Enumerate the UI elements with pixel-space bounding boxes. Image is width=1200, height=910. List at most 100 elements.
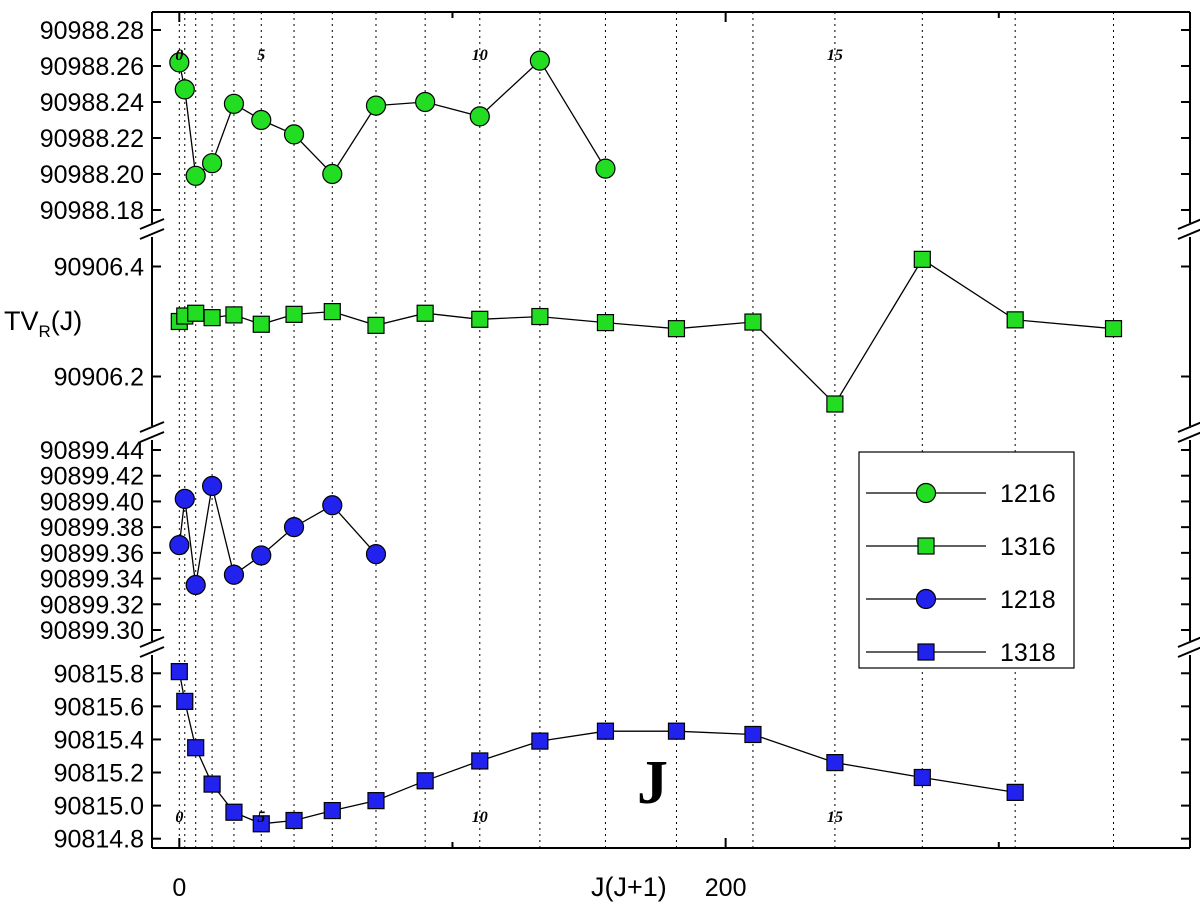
data-point-1318 [187, 739, 205, 757]
data-point-1318 [176, 692, 194, 710]
data-point-1316 [323, 303, 341, 321]
y-axis-title-suffix: (J) [51, 306, 82, 336]
legend-label: 1218 [1000, 586, 1056, 614]
series-layer [169, 50, 1123, 833]
data-point-1316 [913, 250, 931, 268]
axis-break-mark [139, 636, 165, 648]
data-point-1318 [225, 803, 243, 821]
y-tick-label-1318: 90815.8 [54, 660, 144, 688]
axis-break-mark [1177, 228, 1200, 240]
series-line-1218 [178, 485, 377, 586]
legend-marker-1316 [917, 537, 935, 555]
y-tick-label-1218: 90899.34 [40, 566, 144, 594]
y-tick-label-1218: 90899.44 [40, 437, 144, 465]
y-tick-label-1216: 90988.20 [40, 161, 144, 189]
j-bottom-label: 5 [257, 809, 265, 826]
data-point-1318 [744, 725, 762, 744]
y-tick-label-1216: 90988.22 [40, 125, 144, 153]
axis-break-mark [1177, 646, 1200, 658]
data-point-1318 [367, 792, 385, 810]
series-line-1216 [178, 59, 606, 178]
y-tick-label-1218: 90899.32 [40, 591, 144, 619]
data-point-1318 [416, 772, 434, 790]
series-1318 [170, 663, 1024, 833]
data-point-1316 [471, 310, 489, 328]
y-tick-label-1318: 90815.0 [54, 793, 144, 821]
grid-layer [178, 12, 1115, 848]
series-1218 [169, 475, 387, 596]
data-point-1316 [1006, 311, 1024, 329]
data-point-1318 [667, 722, 686, 740]
legend-marker-1218 [915, 588, 937, 610]
data-point-1218 [322, 495, 343, 516]
data-point-1316 [744, 313, 762, 331]
y-tick-label-1218: 90899.40 [40, 488, 144, 516]
x-tick-label: 200 [705, 874, 747, 902]
legend-label: 1216 [1000, 480, 1056, 508]
y-tick-label-1318: 90815.4 [54, 726, 144, 754]
data-point-1216 [174, 79, 195, 100]
data-point-1218 [185, 574, 206, 596]
data-point-1216 [595, 158, 616, 179]
axis-break-mark [139, 431, 165, 443]
data-point-1316 [667, 320, 686, 338]
legend-box [858, 451, 1075, 669]
y-tick-label-1218: 90899.30 [40, 617, 144, 645]
data-point-1218 [223, 564, 245, 585]
j-bottom-label: 0 [175, 809, 183, 826]
series-1316 [170, 250, 1123, 413]
y-tick-label-1218: 90899.38 [40, 514, 144, 542]
y-tick-label-1216: 90988.24 [40, 89, 144, 117]
data-point-1216 [185, 165, 206, 186]
data-point-1216 [415, 91, 436, 113]
data-point-1318 [170, 663, 188, 681]
data-point-1318 [913, 768, 931, 787]
frame-layer [138, 11, 1200, 849]
data-point-1316 [1104, 320, 1123, 338]
y-tick-label-1316: 90906.4 [54, 254, 144, 282]
data-point-1316 [416, 304, 434, 322]
x-axis-title: J(J+1) [591, 872, 667, 902]
data-point-1216 [223, 93, 245, 114]
data-point-1316 [596, 314, 615, 332]
series-1216 [169, 50, 616, 186]
data-point-1216 [251, 109, 272, 131]
data-point-1316 [203, 309, 221, 327]
series-line-1318 [178, 671, 1016, 825]
y-axis-title-main: TV [4, 306, 39, 336]
data-point-1318 [252, 815, 270, 833]
y-tick-label-1216: 90988.18 [40, 197, 144, 225]
data-point-1316 [225, 306, 243, 324]
y-tick-label-1216: 90988.26 [40, 53, 144, 81]
data-point-1316 [187, 304, 205, 322]
data-point-1218 [251, 545, 272, 566]
data-point-1216 [529, 50, 550, 71]
y-tick-layer: 90988.18 90988.20 90988.22 90988.24 90988.26… [40, 17, 1190, 854]
j-bottom-label: 10 [472, 809, 488, 826]
axis-break-mark [139, 228, 165, 240]
data-point-1218 [365, 544, 387, 565]
axis-break-mark [1177, 636, 1200, 648]
y-tick-label-1218: 90899.42 [40, 463, 144, 491]
j-top-label: 15 [827, 47, 843, 64]
data-point-1216 [201, 153, 223, 174]
j-top-label: 0 [175, 47, 183, 64]
j-top-label: 5 [257, 47, 265, 64]
data-point-1218 [201, 475, 223, 497]
data-point-1216 [469, 106, 490, 127]
legend-marker-1216 [915, 482, 937, 504]
data-point-1318 [323, 801, 341, 820]
data-point-1218 [174, 488, 195, 509]
y-axis-title: TVR(J) [4, 306, 82, 341]
legend: 1216 1316 1218 1318 [858, 451, 1075, 669]
y-tick-label-1318: 90815.6 [54, 693, 144, 721]
axis-break-mark [1177, 431, 1200, 443]
data-point-1318 [531, 732, 549, 750]
data-point-1318 [826, 753, 844, 772]
x-tick-label: 0 [172, 874, 186, 902]
data-point-1318 [285, 811, 303, 830]
legend-marker-1318 [917, 643, 935, 661]
y-tick-label-1318: 90815.2 [54, 760, 144, 788]
data-point-1318 [1006, 783, 1024, 801]
